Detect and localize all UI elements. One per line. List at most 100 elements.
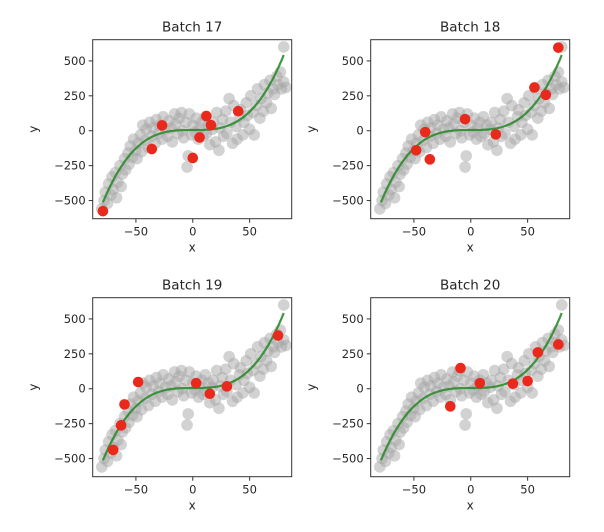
background-point	[388, 449, 401, 462]
y-tick-label: −500	[54, 194, 86, 208]
y-tick-label: 250	[64, 89, 86, 103]
highlight-point	[459, 113, 471, 125]
background-point	[181, 419, 193, 431]
x-tick-label: 0	[467, 483, 474, 497]
background-point	[221, 127, 233, 140]
plot-area	[95, 41, 292, 217]
y-tick-label: −250	[54, 417, 86, 431]
background-point	[393, 180, 405, 193]
background-point	[526, 387, 538, 399]
x-tick-label: 50	[242, 225, 257, 239]
background-point	[115, 180, 127, 193]
highlight-point	[529, 82, 540, 93]
y-tick-label: 500	[342, 54, 364, 68]
y-tick-label: 500	[64, 54, 86, 68]
highlight-point	[119, 399, 130, 410]
y-axis-label: y	[27, 384, 41, 391]
background-point	[499, 385, 511, 398]
y-tick-label: −500	[332, 452, 364, 466]
y-tick-label: −250	[54, 159, 86, 173]
highlight-point	[132, 376, 144, 388]
background-point	[459, 419, 471, 431]
highlight-point	[424, 154, 436, 165]
y-tick-label: 250	[64, 347, 86, 361]
x-tick-label: −50	[124, 225, 148, 239]
highlight-point	[232, 105, 244, 117]
highlight-point	[156, 120, 168, 131]
background-point	[460, 408, 473, 420]
axes-frame	[92, 39, 293, 220]
highlight-point	[115, 420, 127, 431]
highlight-point	[553, 42, 564, 53]
background-point	[248, 129, 260, 141]
highlight-point	[272, 330, 284, 341]
y-axis-label: y	[305, 384, 319, 391]
plot-area	[95, 299, 292, 473]
background-point	[543, 360, 556, 373]
y-tick-label: −500	[332, 194, 364, 208]
background-point	[182, 408, 195, 420]
highlight-point	[107, 444, 119, 456]
subplot-title: Batch 18	[440, 20, 500, 36]
background-point	[115, 438, 127, 451]
y-tick-label: 500	[64, 312, 86, 326]
axes-frame	[370, 297, 571, 478]
x-tick-label: 50	[242, 483, 257, 497]
fit-curve	[101, 312, 285, 461]
highlight-point	[553, 339, 564, 350]
background-point	[277, 41, 290, 53]
background-point	[280, 81, 292, 94]
highlight-point	[201, 110, 212, 122]
highlight-point	[540, 89, 552, 101]
highlight-point	[419, 126, 431, 138]
plot-area	[373, 299, 570, 473]
highlight-point	[146, 143, 158, 155]
axes-frame	[370, 39, 571, 220]
x-axis-label: x	[467, 241, 474, 255]
background-point	[558, 81, 570, 94]
y-tick-label: 250	[342, 347, 364, 361]
background-point	[459, 161, 471, 173]
y-tick-label: 250	[342, 89, 364, 103]
background-point	[444, 136, 457, 148]
background-point	[265, 360, 278, 373]
highlight-point	[490, 129, 502, 140]
y-tick-label: −250	[332, 159, 364, 173]
subplot-title: Batch 19	[162, 278, 222, 294]
x-axis-label: x	[467, 499, 474, 513]
background-point	[543, 102, 556, 115]
subplot-title: Batch 20	[440, 278, 500, 294]
x-tick-label: 0	[189, 483, 196, 497]
background-point	[166, 394, 179, 406]
background-point	[526, 129, 538, 141]
y-tick-label: −250	[332, 417, 364, 431]
highlight-point	[97, 205, 109, 217]
y-axis-label: y	[27, 126, 41, 133]
background-point	[393, 438, 405, 451]
background-point	[280, 339, 292, 352]
background-point	[166, 136, 179, 148]
background-point	[491, 144, 503, 157]
y-tick-label: 0	[356, 382, 363, 396]
highlight-point	[190, 377, 202, 389]
x-tick-label: 50	[520, 225, 535, 239]
highlight-point	[410, 144, 422, 156]
background-point	[213, 402, 225, 415]
y-tick-label: −500	[54, 452, 86, 466]
background-point	[491, 402, 503, 415]
highlight-point	[205, 119, 217, 131]
background-point	[110, 191, 123, 204]
y-axis-label: y	[305, 126, 319, 133]
x-tick-label: −50	[402, 225, 426, 239]
y-tick-label: 0	[78, 124, 85, 138]
subplot-title: Batch 17	[162, 20, 222, 36]
highlight-point	[187, 152, 199, 164]
highlight-point	[445, 401, 456, 412]
background-point	[499, 127, 511, 140]
x-tick-label: 0	[189, 225, 196, 239]
highlight-point	[507, 378, 519, 390]
